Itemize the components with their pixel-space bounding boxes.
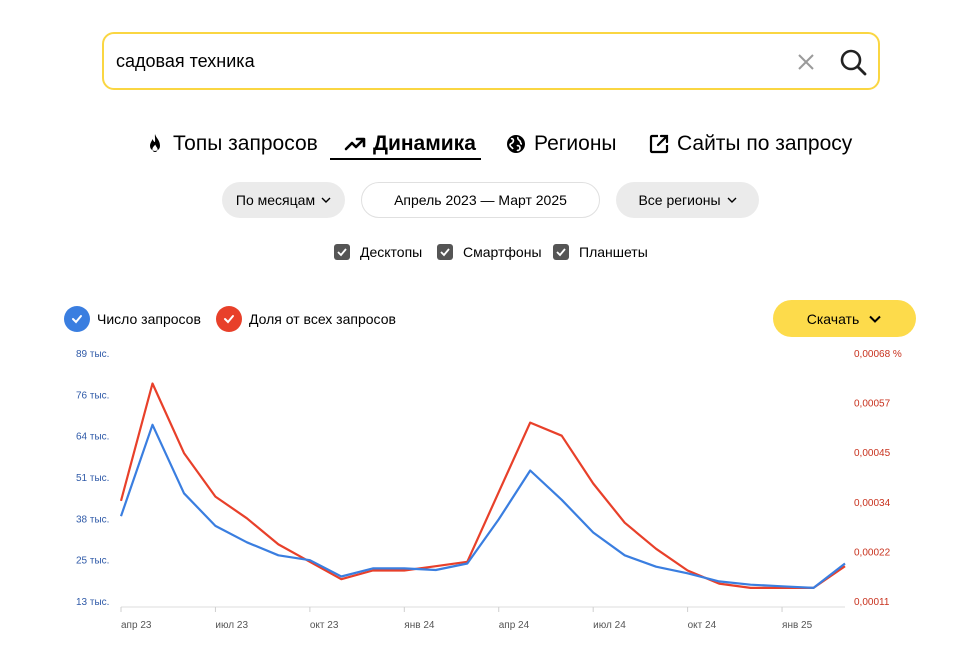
external-link-icon — [647, 132, 671, 156]
x-tick-label: июл 23 — [215, 620, 248, 631]
y-right-tick-label: 0,00011 — [854, 597, 890, 608]
globe-icon — [504, 132, 528, 156]
search-box — [102, 32, 880, 90]
chevron-down-icon — [321, 197, 331, 203]
search-icon — [840, 49, 867, 76]
search-button[interactable] — [838, 47, 868, 77]
device-tablet[interactable]: Планшеты — [553, 242, 648, 262]
x-tick-label: янв 24 — [404, 620, 435, 631]
search-input[interactable] — [116, 46, 776, 76]
device-smartphone[interactable]: Смартфоны — [437, 242, 542, 262]
x-tick-label: июл 24 — [593, 620, 626, 631]
y-left-tick-label: 76 тыс. — [76, 390, 109, 401]
trend-up-icon — [343, 132, 367, 156]
y-left-tick-label: 51 тыс. — [76, 473, 109, 484]
x-tick-label: апр 24 — [499, 620, 530, 631]
y-right-tick-label: 0,00068 % — [854, 349, 902, 360]
tab-top-queries[interactable]: Топы запросов — [143, 128, 318, 160]
clear-search-button[interactable] — [794, 50, 818, 74]
legend-share-label: Доля от всех запросов — [249, 311, 396, 327]
close-icon — [798, 54, 814, 70]
y-right-tick-label: 0,00034 — [854, 498, 891, 509]
device-desktop[interactable]: Десктопы — [334, 242, 422, 262]
device-smartphone-label: Смартфоны — [463, 244, 542, 260]
checkmark-icon — [64, 306, 90, 332]
y-right-tick-label: 0,00057 — [854, 399, 891, 410]
y-left-tick-label: 25 тыс. — [76, 556, 109, 567]
device-desktop-label: Десктопы — [360, 244, 423, 260]
chevron-down-icon — [727, 197, 737, 203]
legend-count-label: Число запросов — [97, 311, 201, 327]
download-button[interactable]: Скачать — [773, 300, 916, 337]
legend-count[interactable]: Число запросов — [64, 306, 201, 332]
tab-label: Регионы — [534, 132, 617, 155]
y-left-tick-label: 38 тыс. — [76, 514, 109, 525]
x-tick-label: окт 23 — [310, 620, 339, 631]
period-select-label: По месяцам — [235, 192, 316, 208]
chevron-down-icon — [869, 315, 881, 323]
device-tablet-label: Планшеты — [579, 244, 648, 260]
x-tick-label: окт 24 — [688, 620, 717, 631]
fire-icon — [143, 132, 167, 156]
active-tab-indicator — [330, 158, 481, 160]
series-line-count — [119, 423, 846, 589]
tab-label: Топы запросов — [173, 132, 318, 155]
checkbox-checked-icon[interactable] — [553, 244, 569, 260]
checkbox-checked-icon[interactable] — [437, 244, 453, 260]
y-right-tick-label: 0,00045 — [854, 448, 891, 459]
series-line-share — [119, 382, 846, 589]
tab-dynamics[interactable]: Динамика — [343, 128, 476, 160]
tab-label: Сайты по запросу — [677, 132, 853, 155]
y-left-tick-label: 89 тыс. — [76, 349, 109, 360]
tab-label: Динамика — [373, 132, 476, 155]
y-left-tick-label: 13 тыс. — [76, 597, 109, 608]
region-select-label: Все регионы — [638, 192, 721, 208]
y-right-tick-label: 0,00022 — [854, 547, 891, 558]
tab-regions[interactable]: Регионы — [504, 128, 617, 160]
region-select[interactable]: Все регионы — [616, 182, 759, 218]
period-select[interactable]: По месяцам — [222, 182, 345, 218]
date-range-label: Апрель 2023 — Март 2025 — [394, 192, 567, 208]
legend-share[interactable]: Доля от всех запросов — [216, 306, 396, 332]
checkmark-icon — [216, 306, 242, 332]
tab-sites[interactable]: Сайты по запросу — [647, 128, 852, 160]
download-button-label: Скачать — [806, 310, 860, 327]
date-range-picker[interactable]: Апрель 2023 — Март 2025 — [361, 182, 600, 218]
dynamics-chart: 13 тыс. 25 тыс. 38 тыс. 51 тыс. 64 тыс. 76 ты… — [76, 349, 902, 631]
x-tick-label: апр 23 — [121, 620, 152, 631]
tab-bar: Топы запросов Динамика Регионы Сайты по … — [0, 128, 953, 168]
y-left-tick-label: 64 тыс. — [76, 432, 109, 443]
x-tick-label: янв 25 — [782, 620, 813, 631]
checkbox-checked-icon[interactable] — [334, 244, 350, 260]
